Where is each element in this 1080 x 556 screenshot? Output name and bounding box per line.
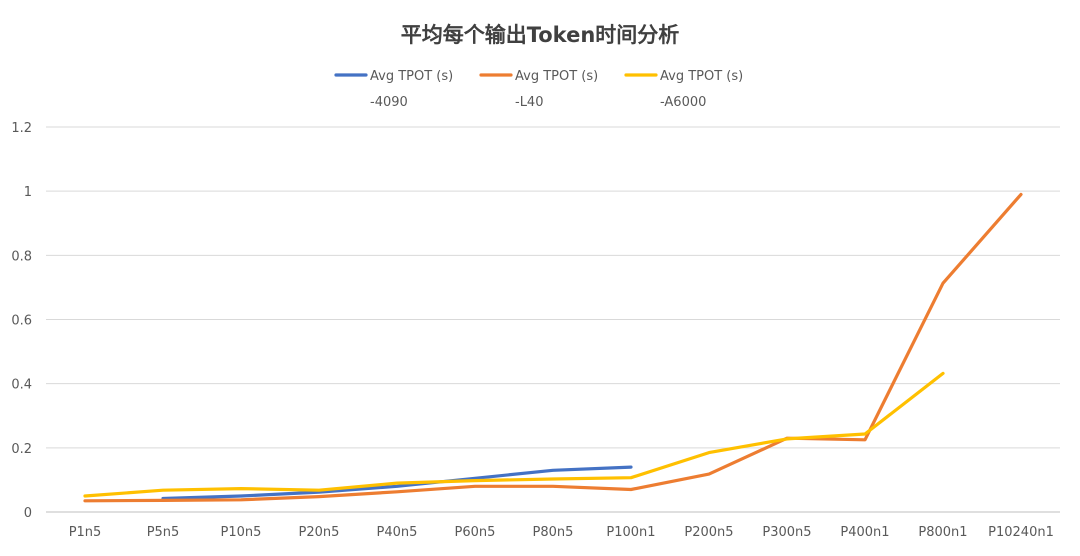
series-line — [83, 192, 1023, 503]
x-tick-label: P300n5 — [762, 525, 811, 540]
x-tick-label: P400n1 — [840, 525, 889, 540]
legend-label: Avg TPOT (s) — [370, 69, 453, 84]
y-tick-label: 1.2 — [11, 121, 32, 136]
series-line — [161, 465, 633, 501]
y-tick-label: 0.4 — [11, 378, 32, 393]
x-tick-label: P1n5 — [69, 525, 102, 540]
x-tick-label: P100n1 — [606, 525, 655, 540]
series-line — [83, 371, 945, 498]
x-axis-tick-labels: P1n5 P5n5 P10n5 P20n5 P40n5 P60n5 P80n5 P100n1 P… — [69, 525, 1054, 540]
x-tick-label: P5n5 — [147, 525, 180, 540]
gridlines — [46, 126, 1060, 513]
x-tick-label: P10n5 — [221, 525, 262, 540]
x-tick-label: P10240n1 — [988, 525, 1054, 540]
legend: Avg TPOT (s) -4090 Avg TPOT (s) -L40 Avg TPO… — [334, 69, 743, 110]
y-tick-label: 0.8 — [11, 249, 32, 264]
x-tick-label: P200n5 — [684, 525, 733, 540]
x-tick-label: P20n5 — [299, 525, 340, 540]
y-axis-tick-labels: 0 0.2 0.4 0.6 0.8 1 1.2 — [11, 121, 32, 521]
x-tick-label: P800n1 — [918, 525, 967, 540]
chart-title: 平均每个输出Token时间分析 — [401, 23, 680, 47]
x-tick-label: P40n5 — [377, 525, 418, 540]
series-lines — [83, 192, 1023, 503]
x-tick-label: P80n5 — [533, 525, 574, 540]
legend-label: -L40 — [515, 95, 543, 110]
legend-label: Avg TPOT (s) — [515, 69, 598, 84]
y-tick-label: 0.6 — [11, 314, 32, 329]
y-tick-label: 0 — [24, 506, 32, 521]
x-tick-label: P60n5 — [455, 525, 496, 540]
y-tick-label: 0.2 — [11, 442, 32, 457]
legend-label: -A6000 — [660, 95, 706, 110]
legend-label: Avg TPOT (s) — [660, 69, 743, 84]
y-tick-label: 1 — [24, 185, 32, 200]
legend-label: -4090 — [370, 95, 408, 110]
